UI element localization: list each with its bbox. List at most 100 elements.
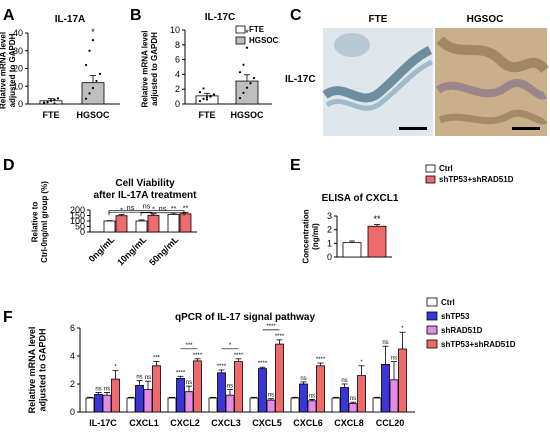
panel-f-bar bbox=[389, 379, 399, 413]
panel-e-legend-label: Ctrl bbox=[439, 164, 453, 173]
panel-a-point bbox=[53, 102, 56, 105]
panel-letter-d: D bbox=[3, 157, 15, 174]
panel-a-y-tick-label: 40 bbox=[13, 28, 23, 38]
panel-a-y-axis-label: Relative mRNA level bbox=[0, 32, 7, 109]
panel-f-bar bbox=[126, 397, 136, 413]
panel-f-legend-label: shTP53 bbox=[441, 312, 470, 321]
panel-f-bar-label: ns bbox=[268, 393, 274, 399]
panel-f-legend-swatch bbox=[426, 297, 438, 307]
panel-b-point bbox=[242, 63, 245, 66]
panel-a-point bbox=[56, 97, 60, 100]
panel-f-legend-swatch bbox=[426, 325, 438, 335]
panel-f-bar bbox=[290, 397, 300, 413]
panel-f-bar-label: **** bbox=[258, 361, 268, 367]
panel-f-bar-label: ns bbox=[145, 375, 151, 381]
panel-d-bracket-label: ns bbox=[159, 206, 167, 213]
panel-d-bar bbox=[179, 213, 192, 233]
panel-f-x-label: CCL20 bbox=[376, 418, 405, 428]
panel-d-bar bbox=[115, 215, 128, 233]
panel-e-bar bbox=[367, 225, 387, 258]
panel-letter-f: F bbox=[3, 309, 13, 326]
panel-d-bar bbox=[103, 220, 116, 233]
panel-e-legend-label: shTP53+shRAD51D bbox=[439, 175, 514, 184]
panel-c-row: IL-17C bbox=[285, 74, 316, 85]
panel-f-bar bbox=[152, 365, 161, 413]
panel-b-point bbox=[245, 86, 249, 89]
panel-a-y-axis-label: adjusted to GAPDH bbox=[8, 33, 17, 107]
panel-a-point bbox=[98, 72, 102, 75]
panel-a-point bbox=[91, 86, 95, 90]
panel-a-point bbox=[53, 98, 56, 101]
panel-b-legend-swatch bbox=[235, 36, 246, 45]
panel-a-point bbox=[42, 101, 46, 104]
panel-a-title: IL-17A bbox=[55, 14, 86, 25]
panel-f-bar-label: **** bbox=[316, 357, 326, 363]
panel-a-point bbox=[49, 99, 53, 102]
panel-d-y-tick-label: 0 bbox=[80, 227, 85, 237]
panel-b-y-tick-label: 0 bbox=[175, 99, 180, 109]
panel-f-bar bbox=[193, 360, 202, 413]
panel-d-bracket-label: ns bbox=[143, 204, 151, 211]
panel-d-y-axis-label: Ctrl-0ng/ml group (%) bbox=[40, 181, 49, 263]
panel-f-bar bbox=[307, 400, 317, 413]
panel-f-bar bbox=[94, 394, 103, 413]
panel-b-point bbox=[198, 91, 202, 94]
panel-f-bar-label: ns bbox=[95, 386, 101, 392]
panel-f-legend-label: Ctrl bbox=[441, 298, 455, 307]
panel-letter-a: A bbox=[3, 7, 15, 24]
panel-a-point bbox=[46, 101, 49, 104]
panel-f-bar bbox=[357, 375, 366, 413]
panel-f-x-label: CXCL3 bbox=[211, 418, 241, 428]
panel-e-legend-swatch bbox=[425, 175, 436, 184]
panel-d-y-tick-label: 150 bbox=[70, 211, 85, 221]
panel-f-bar bbox=[208, 397, 218, 413]
panel-f-y-tick-label: 2 bbox=[70, 379, 75, 389]
panel-f-bar bbox=[249, 397, 259, 413]
panel-f-legend-swatch bbox=[426, 311, 438, 321]
panel-a-y-tick-label: 20 bbox=[13, 64, 23, 74]
panel-c-col2: HGSOC bbox=[467, 14, 504, 25]
panel-f-legend-label: shTP53+shRAD51D bbox=[441, 340, 516, 349]
panel-f-bar bbox=[111, 378, 120, 413]
panel-f-bar bbox=[184, 391, 194, 413]
panel-b-point bbox=[238, 96, 242, 100]
panel-d-bracket bbox=[140, 212, 185, 216]
panel-f-legend-swatch bbox=[426, 339, 438, 349]
panel-b-point bbox=[249, 82, 252, 85]
panel-b-y-tick-label: 6 bbox=[175, 55, 180, 65]
panel-e-y-tick-label: 0 bbox=[327, 252, 332, 262]
panel-f-bar-label: **** bbox=[234, 353, 244, 359]
panel-a-y-tick-label: 30 bbox=[13, 46, 23, 56]
panel-b-point bbox=[202, 87, 205, 90]
panel-b-point bbox=[238, 71, 242, 74]
panel-f-x-label: CXCL1 bbox=[129, 418, 159, 428]
panel-e-y-tick-label: 3 bbox=[327, 211, 332, 221]
panel-b-point bbox=[205, 98, 209, 101]
panel-e-y-axis-label: (ng/ml) bbox=[311, 223, 320, 250]
panel-b-point bbox=[209, 95, 212, 98]
panel-b-x-label: HGSOC bbox=[230, 110, 264, 120]
panel-f-y-axis-label: Relative mRNA level bbox=[27, 327, 37, 414]
panel-a-y-tick-label: 0 bbox=[18, 99, 23, 109]
panel-a-point bbox=[84, 63, 88, 67]
panel-d-title1: Cell Viability bbox=[115, 178, 175, 189]
panel-e-title: ELISA of CXCL1 bbox=[322, 193, 399, 204]
panel-f-bar-label: **** bbox=[176, 370, 186, 376]
panel-b-significance: * bbox=[245, 28, 249, 38]
panel-f-bar-label: ns bbox=[186, 380, 192, 386]
panel-f-bar bbox=[143, 389, 153, 413]
panel-d-bar-label: ** bbox=[171, 206, 177, 213]
panel-b-x-label: FTE bbox=[199, 110, 216, 120]
panel-f-x-label: CXCL8 bbox=[334, 418, 364, 428]
panel-f-y-axis-label: adjusted to GAPDH bbox=[37, 328, 47, 411]
panel-a-significance: * bbox=[91, 27, 95, 37]
panel-b-y-tick-label: 2 bbox=[175, 84, 180, 94]
panel-e-legend-swatch bbox=[425, 164, 436, 173]
panel-f-bar bbox=[331, 397, 341, 413]
panel-f-bar bbox=[135, 384, 144, 413]
panel-b-y-tick-label: 10 bbox=[170, 25, 180, 35]
panel-e-bar bbox=[342, 242, 362, 258]
panel-d-title2: after IL-17A treatment bbox=[94, 190, 198, 201]
panel-e-y-tick-label: 2 bbox=[327, 225, 332, 235]
